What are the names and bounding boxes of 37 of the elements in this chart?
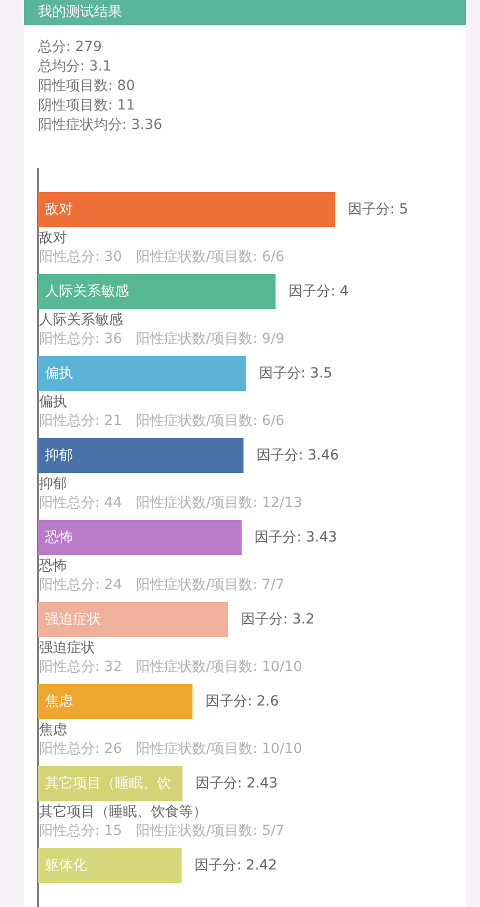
chart-subtitle: 总分: 279 总均分: 3.1 阳性项目数: 80 阴性项目数: 11 阳性症状均分: 3.36 [37,38,162,133]
y-tick-label: 敌对 [45,201,73,218]
y-tick-label: 焦虑 [45,693,73,710]
y-tick-label: 强迫症状 [45,611,101,628]
data-label: 因子分: 3.46 [256,447,339,464]
annotation: 阳性总分: 21 阳性症状数/项目数: 6/6 [39,412,284,429]
y-tick-label: 其它项目（睡眠、饮 [45,775,171,792]
chart-title: 我的测试结果 [38,4,122,20]
y-tick-label: 躯体化 [45,857,87,874]
annotation: 阳性总分: 44 阳性症状数/项目数: 12/13 [39,494,302,511]
annotation: 阳性总分: 24 阳性症状数/项目数: 7/7 [39,576,284,593]
data-label: 因子分: 4 [288,283,349,300]
bar [38,438,244,473]
data-label: 因子分: 2.42 [194,857,278,874]
bar [38,520,242,555]
annotation: 其它项目（睡眠、饮食等） [39,804,207,820]
bar [38,192,335,227]
bar [38,356,246,391]
annotation: 阳性总分: 26 阳性症状数/项目数: 10/10 [39,740,302,757]
y-tick-label: 偏执 [45,365,73,382]
bar [38,274,276,309]
bar [38,848,182,883]
data-label: 因子分: 3.43 [254,529,338,546]
annotation: 阳性总分: 32 阳性症状数/项目数: 10/10 [39,658,302,675]
y-tick-label: 人际关系敏感 [45,283,129,300]
data-label: 因子分: 2.43 [195,775,278,792]
y-tick-label: 恐怖 [44,529,73,546]
data-label: 因子分: 2.6 [205,693,279,710]
data-label: 因子分: 3.2 [241,611,315,628]
data-label: 因子分: 3.5 [258,365,332,382]
annotation: 阳性总分: 36 阳性症状数/项目数: 9/9 [39,330,284,347]
annotation: 阳性总分: 15 阳性症状数/项目数: 5/7 [39,822,284,839]
bar [38,684,192,719]
bar [38,602,228,637]
annotation: 阳性总分: 30 阳性症状数/项目数: 6/6 [39,248,284,265]
y-tick-label: 抑郁 [45,447,73,464]
data-label: 因子分: 5 [348,201,408,218]
